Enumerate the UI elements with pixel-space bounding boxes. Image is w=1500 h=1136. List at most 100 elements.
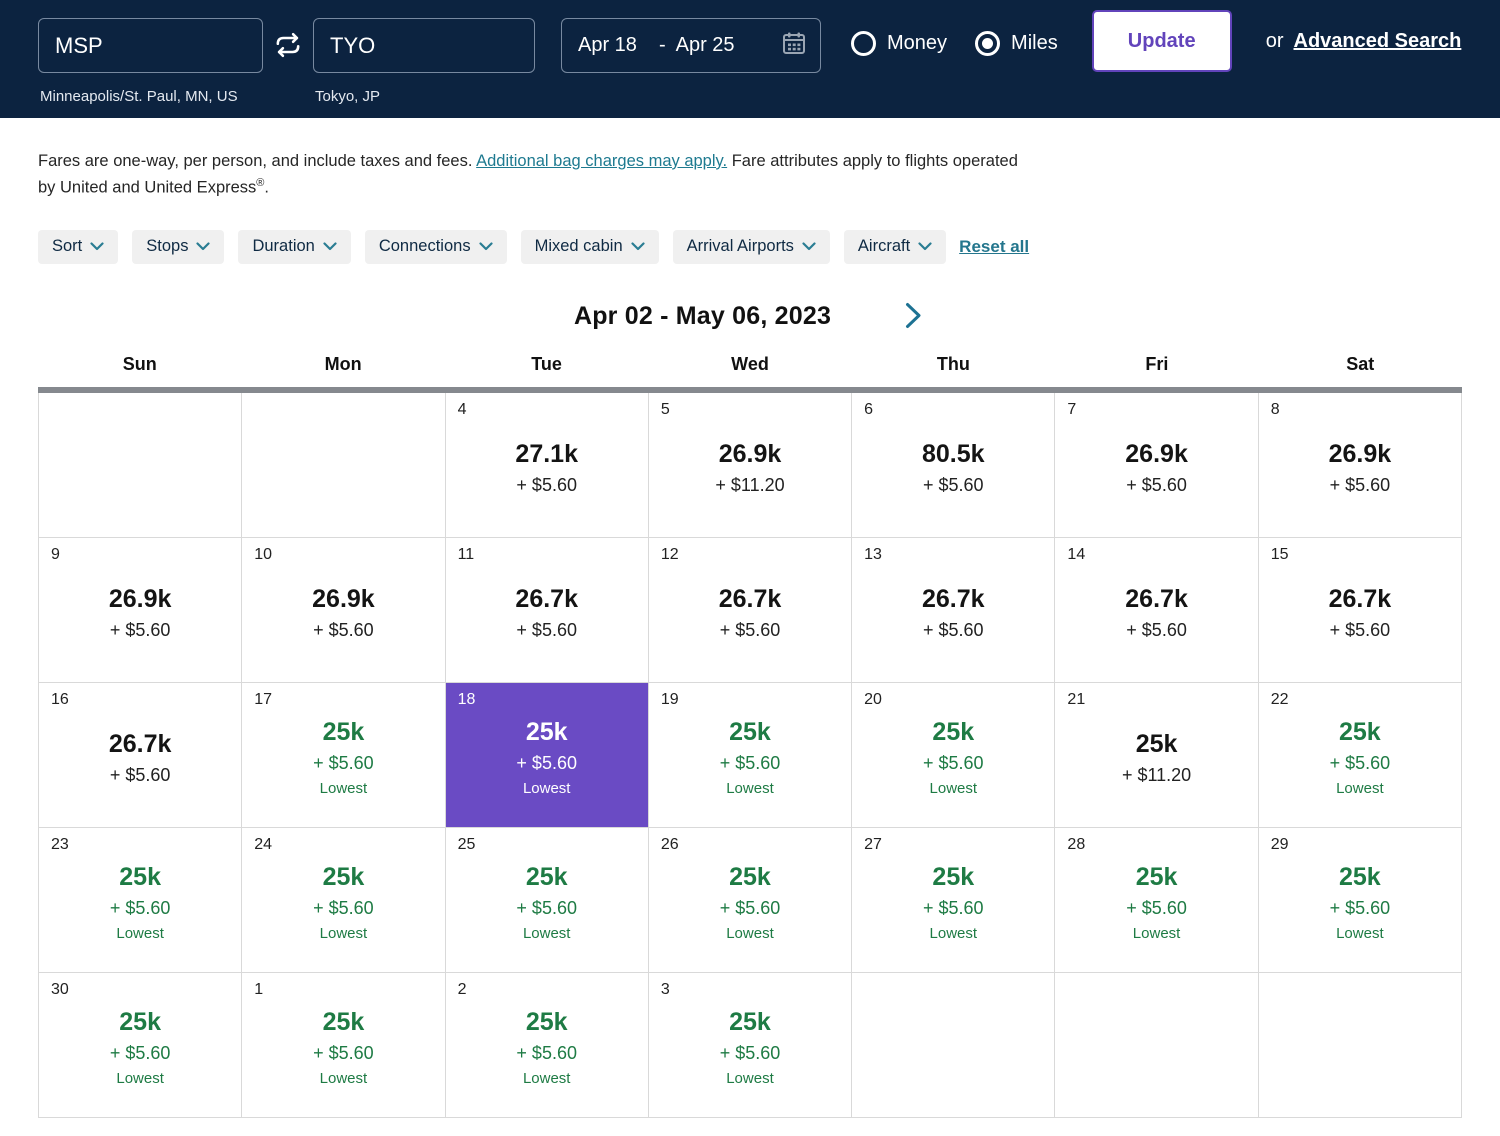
calendar-cell-empty — [1055, 972, 1259, 1118]
destination-input[interactable] — [313, 18, 535, 73]
cell-miles-value: 25k — [729, 1007, 771, 1036]
calendar-cell-23[interactable]: 23 25k + $5.60 Lowest — [39, 827, 243, 973]
fare-disclaimer: Fares are one-way, per person, and inclu… — [38, 150, 1462, 199]
calendar-cell-27[interactable]: 27 25k + $5.60 Lowest — [852, 827, 1056, 973]
cell-fare-block: 25k + $5.60 Lowest — [313, 719, 374, 796]
chevron-down-icon — [631, 242, 645, 251]
cell-miles-value: 25k — [729, 862, 771, 891]
calendar-cell-11[interactable]: 11 26.7k + $5.60 — [445, 537, 649, 683]
cell-day-number: 7 — [1067, 400, 1077, 418]
cell-fee-value: + $5.60 — [109, 764, 171, 785]
advanced-search-link[interactable]: Advanced Search — [1293, 30, 1462, 52]
cell-fee-value: + $5.60 — [516, 1042, 577, 1063]
calendar-cell-21[interactable]: 21 25k + $11.20 — [1055, 682, 1259, 828]
calendar-cell-24[interactable]: 24 25k + $5.60 Lowest — [242, 827, 446, 973]
cell-miles-value: 27.1k — [515, 439, 578, 468]
cell-fare-block: 25k + $5.60 Lowest — [516, 864, 577, 941]
calendar-cell-29[interactable]: 29 25k + $5.60 Lowest — [1258, 827, 1462, 973]
cell-day-number: 23 — [51, 835, 69, 853]
calendar-cell-20[interactable]: 20 25k + $5.60 Lowest — [852, 682, 1056, 828]
chevron-down-icon — [918, 242, 932, 251]
filter-aircraft[interactable]: Aircraft — [843, 229, 947, 264]
calendar-cell-empty — [39, 392, 243, 538]
cell-miles-value: 25k — [119, 1007, 161, 1036]
lowest-badge: Lowest — [929, 779, 978, 797]
filter-mixed-cabin[interactable]: Mixed cabin — [520, 229, 659, 264]
calendar-cell-1[interactable]: 1 25k + $5.60 Lowest — [242, 972, 446, 1118]
cell-miles-value: 26.7k — [1125, 584, 1188, 613]
money-radio-label: Money — [887, 32, 948, 54]
results-main: Fares are one-way, per person, and inclu… — [0, 150, 1500, 1118]
origin-city-label: Minneapolis/St. Paul, MN, US — [40, 88, 238, 105]
cell-day-number: 19 — [660, 690, 679, 708]
update-button[interactable]: Update — [1091, 10, 1232, 72]
cell-fee-value: + $5.60 — [719, 897, 781, 918]
money-radio-circle — [851, 31, 876, 56]
filter-stops[interactable]: Stops — [132, 229, 225, 264]
cell-fee-value: + $5.60 — [1329, 619, 1391, 640]
cell-miles-value: 80.5k — [922, 439, 985, 468]
calendar-cell-4[interactable]: 4 27.1k + $5.60 — [445, 392, 649, 538]
filter-arrival-airports[interactable]: Arrival Airports — [672, 229, 830, 264]
cell-fee-value: + $5.60 — [516, 619, 577, 640]
calendar-cell-16[interactable]: 16 26.7k + $5.60 — [39, 682, 243, 828]
cell-day-number: 24 — [254, 835, 273, 853]
cell-miles-value: 25k — [932, 862, 975, 891]
calendar-cell-6[interactable]: 6 80.5k + $5.60 — [852, 392, 1056, 538]
cell-fare-block: 25k + $5.60 Lowest — [110, 864, 171, 941]
calendar-cell-8[interactable]: 8 26.9k + $5.60 — [1258, 392, 1462, 538]
calendar-cell-10[interactable]: 10 26.9k + $5.60 — [242, 537, 446, 683]
date-range-input[interactable]: Apr 18 - Apr 25 — [561, 18, 821, 73]
calendar-cell-25[interactable]: 25 25k + $5.60 Lowest — [445, 827, 649, 973]
disclaimer-text-1: Fares are one-way, per person, and inclu… — [38, 152, 477, 170]
day-header-tue: Tue — [531, 353, 562, 374]
calendar-cell-15[interactable]: 15 26.7k + $5.60 — [1258, 537, 1462, 683]
cell-fare-block: 26.9k + $5.60 — [1125, 439, 1188, 494]
calendar-cell-13[interactable]: 13 26.7k + $5.60 — [852, 537, 1056, 683]
origin-input[interactable] — [38, 18, 263, 73]
filter-duration[interactable]: Duration — [238, 229, 351, 264]
cell-miles-value: 25k — [525, 1007, 568, 1036]
chevron-down-icon — [802, 242, 816, 251]
cell-day-number: 25 — [457, 835, 476, 853]
cell-miles-value: 26.7k — [922, 584, 985, 613]
calendar-cell-22[interactable]: 22 25k + $5.60 Lowest — [1258, 682, 1462, 828]
calendar-cell-3[interactable]: 3 25k + $5.60 Lowest — [648, 972, 853, 1118]
cell-miles-value: 26.9k — [1125, 439, 1188, 468]
calendar-cell-30[interactable]: 30 25k + $5.60 Lowest — [39, 972, 243, 1118]
lowest-badge: Lowest — [1336, 924, 1384, 942]
calendar-cell-9[interactable]: 9 26.9k + $5.60 — [39, 537, 243, 683]
lowest-badge: Lowest — [522, 1069, 571, 1087]
swap-arrows-icon — [272, 31, 304, 62]
calendar-cell-5[interactable]: 5 26.9k + $11.20 — [648, 392, 853, 538]
cell-fare-block: 25k + $11.20 — [1122, 731, 1191, 784]
calendar-cell-2[interactable]: 2 25k + $5.60 Lowest — [445, 972, 649, 1118]
lowest-badge: Lowest — [522, 779, 571, 797]
miles-radio-circle — [975, 31, 1001, 56]
lowest-badge: Lowest — [116, 1069, 164, 1087]
filter-label: Duration — [252, 237, 315, 255]
cell-fee-value: + $5.60 — [109, 1042, 171, 1063]
origin-field-group: Minneapolis/St. Paul, MN, US — [38, 0, 263, 105]
calendar-cell-26[interactable]: 26 25k + $5.60 Lowest — [648, 827, 853, 973]
lowest-badge: Lowest — [1336, 779, 1384, 797]
reset-all-link[interactable]: Reset all — [959, 236, 1030, 256]
cell-fee-value: + $5.60 — [1126, 897, 1187, 918]
miles-radio[interactable]: Miles — [975, 31, 1058, 56]
calendar-cell-12[interactable]: 12 26.7k + $5.60 — [648, 537, 853, 683]
cell-fare-block: 25k + $5.60 Lowest — [720, 1007, 781, 1086]
money-radio[interactable]: Money — [851, 31, 947, 56]
filter-connections[interactable]: Connections — [364, 229, 507, 264]
calendar-cell-19[interactable]: 19 25k + $5.60 Lowest — [648, 682, 853, 828]
calendar-cell-28[interactable]: 28 25k + $5.60 Lowest — [1055, 827, 1259, 973]
calendar-cell-18[interactable]: 18 25k + $5.60 Lowest — [445, 682, 649, 828]
swap-airports-button[interactable] — [270, 30, 306, 62]
cell-miles-value: 26.7k — [108, 729, 172, 758]
cell-fee-value: + $5.60 — [516, 897, 577, 918]
filter-sort[interactable]: Sort — [38, 229, 119, 264]
calendar-cell-14[interactable]: 14 26.7k + $5.60 — [1055, 537, 1259, 683]
calendar-cell-7[interactable]: 7 26.9k + $5.60 — [1055, 392, 1259, 538]
calendar-cell-17[interactable]: 17 25k + $5.60 Lowest — [242, 682, 446, 828]
next-month-button[interactable] — [901, 300, 926, 334]
bag-charges-link[interactable]: Additional bag charges may apply. — [476, 152, 728, 170]
